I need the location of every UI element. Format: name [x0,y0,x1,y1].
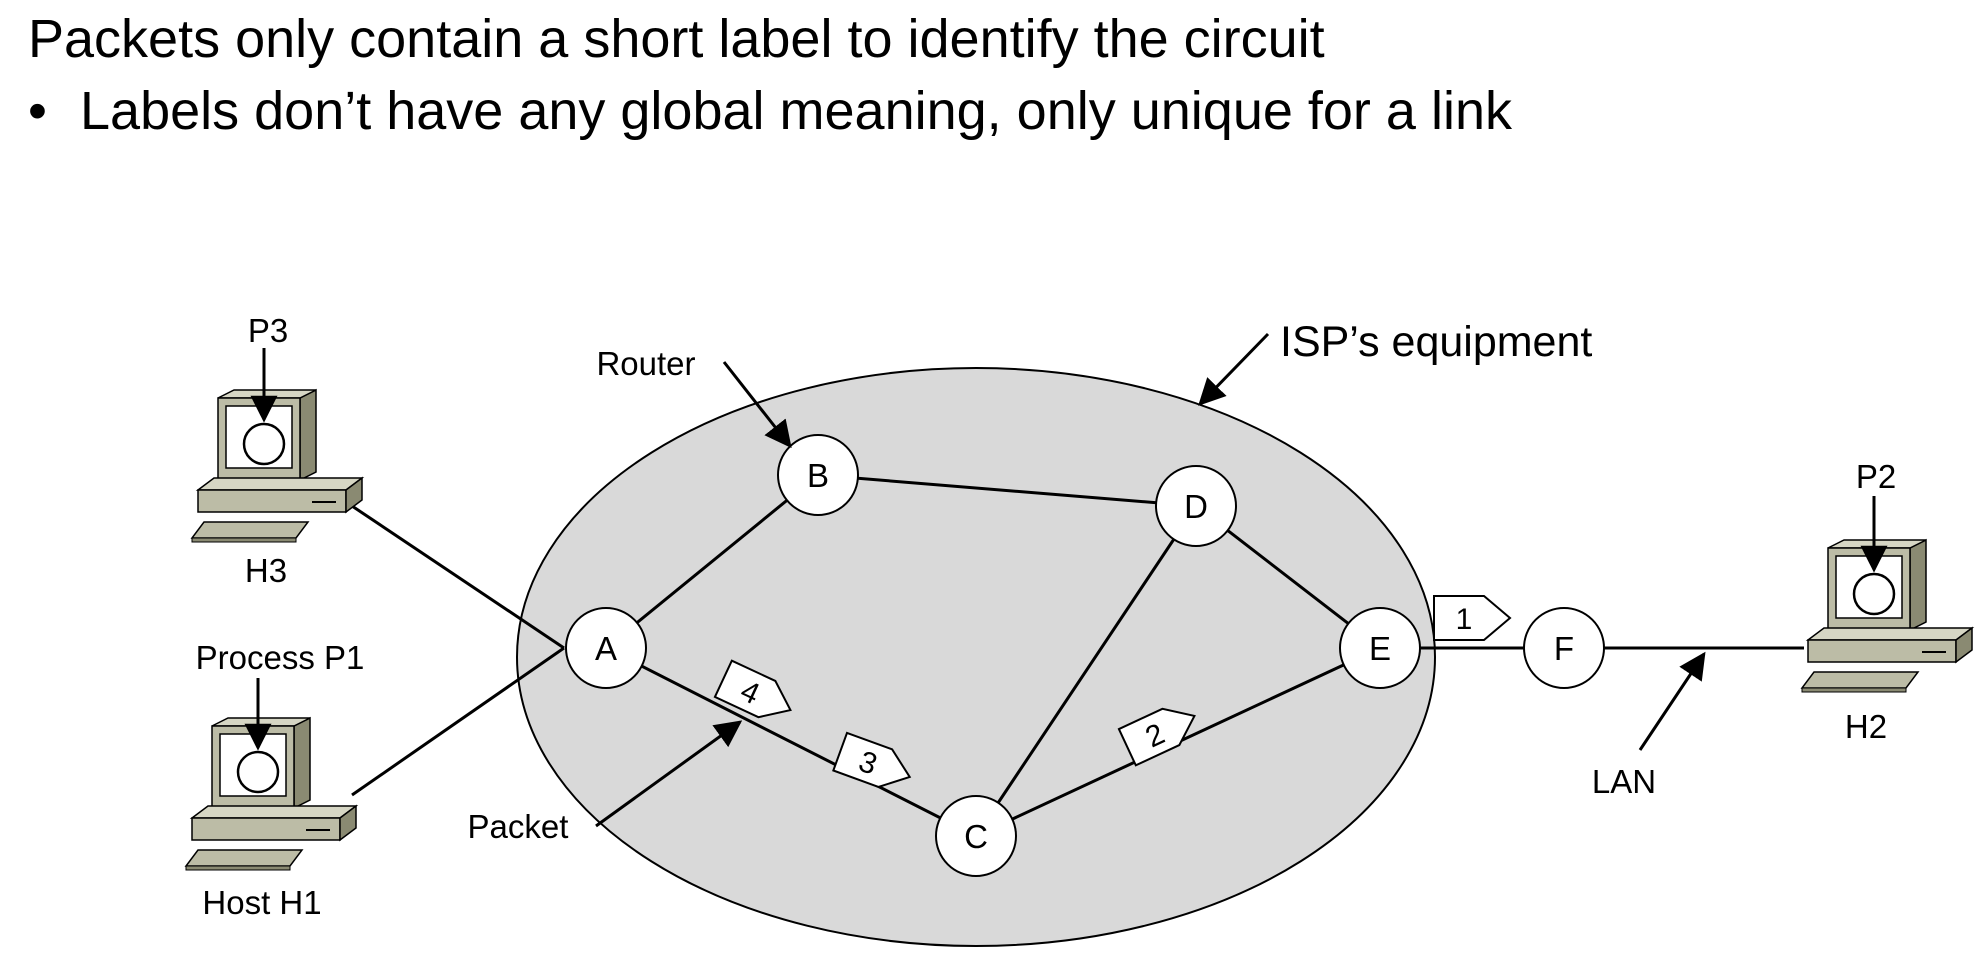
packet-annotation: Packet [468,808,569,845]
router-d: D [1155,465,1237,547]
host-h3-label: H3 [245,552,287,589]
packet-label-3: 3 [832,731,912,788]
lan-annotation: LAN [1592,763,1656,800]
bullet-item: • Labels don’t have any global meaning, o… [28,78,1512,144]
link-b-d [817,473,1197,508]
router-e: E [1339,607,1421,689]
bullet-text: Labels don’t have any global meaning, on… [80,81,1512,141]
isp-equipment-annotation: ISP’s equipment [1280,318,1592,366]
process-p1-label: Process P1 [196,639,365,676]
router-e-label: E [1369,630,1391,667]
lan-pointer-arrow [1638,651,1706,751]
host-h2-label: H2 [1845,708,1887,745]
router-f: F [1523,607,1605,689]
link-a-c [605,646,977,838]
host-h1-label: Host H1 [202,884,321,921]
link-a-b [605,473,819,650]
slide-heading: Packets only contain a short label to id… [28,9,1325,69]
process-p2-icon [1852,572,1896,616]
router-c-label: C [964,818,988,855]
packet-label-4: 4 [713,659,792,719]
process-p3-label: P3 [248,312,288,349]
router-d-label: D [1184,488,1208,525]
router-f-label: F [1554,630,1574,667]
router-b: B [777,434,859,516]
link-h3-a [351,504,565,650]
process-p2-label: P2 [1856,458,1896,495]
host-h3-computer [191,389,363,543]
packet-label-1: 1 [1433,595,1512,641]
isp-pointer-arrow [1198,332,1270,406]
router-pointer-arrow [722,361,792,449]
process-p1-icon [236,750,280,794]
router-annotation: Router [596,345,695,382]
host-h1-computer [185,717,357,871]
host-h2-computer [1801,539,1973,693]
process-p3-icon [242,422,286,466]
link-h1-a [351,646,565,797]
bullet-marker: • [28,81,47,141]
link-d-c [974,505,1198,837]
packet-label-1-text: 1 [1456,603,1473,636]
router-c: C [935,795,1017,877]
packet-label-2: 2 [1117,707,1196,767]
packet-pointer-arrow [595,720,743,828]
router-b-label: B [807,457,829,494]
router-a-label: A [595,630,617,667]
router-a: A [565,607,647,689]
